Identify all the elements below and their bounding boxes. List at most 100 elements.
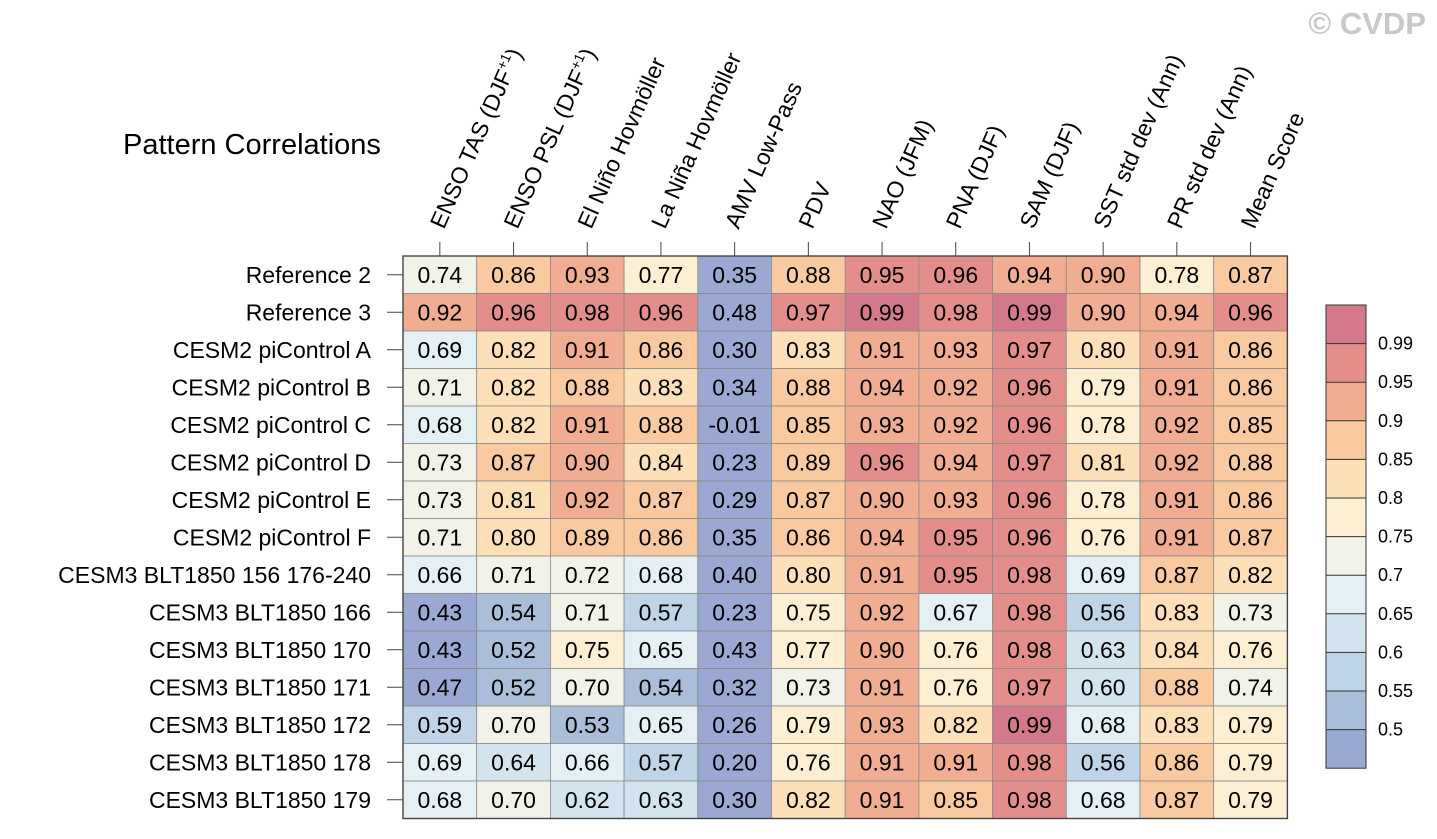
cell-value: 0.23 [712, 599, 757, 625]
cell-value: 0.98 [933, 299, 978, 325]
heatmap-cell [1065, 443, 1141, 482]
heatmap-cell [476, 668, 551, 707]
cell-value: 0.76 [933, 674, 978, 700]
cell-value: 0.97 [1007, 674, 1052, 700]
heatmap-cell [697, 518, 772, 557]
heatmap-cell [402, 630, 478, 669]
cell-value: 0.69 [417, 749, 462, 775]
cell-value: 0.82 [786, 787, 831, 813]
cell-value: 0.74 [417, 262, 462, 288]
cell-value: -0.01 [708, 412, 760, 438]
heatmap-cell [623, 555, 699, 594]
cell-value: 0.86 [1228, 487, 1273, 513]
colorbar-label: 0.95 [1378, 372, 1413, 392]
cell-value: 0.73 [417, 449, 462, 475]
row-label: CESM3 BLT1850 156 176-240 [58, 562, 371, 588]
heatmap-cell [402, 743, 478, 782]
heatmap-cell [623, 293, 699, 332]
cell-value: 0.71 [417, 524, 462, 550]
cell-value: 0.77 [639, 262, 684, 288]
cell-value: 0.57 [639, 599, 684, 625]
heatmap-cell [1213, 330, 1288, 369]
heatmap-cell [697, 330, 772, 369]
cell-value: 0.92 [1154, 449, 1199, 475]
row-label: Reference 2 [246, 262, 371, 288]
heatmap-cell [1065, 480, 1141, 519]
cell-value: 0.96 [639, 299, 684, 325]
cell-value: 0.52 [491, 674, 536, 700]
row-label: CESM2 piControl B [172, 374, 371, 400]
colorbar-segment [1326, 382, 1366, 421]
heatmap-cell [992, 443, 1067, 482]
cell-value: 0.29 [712, 487, 757, 513]
cell-value: 0.91 [1154, 524, 1199, 550]
cell-value: 0.92 [860, 599, 905, 625]
heatmap-cell [623, 443, 699, 482]
heatmap-cell [623, 743, 699, 782]
cell-value: 0.90 [860, 487, 905, 513]
cell-value: 0.93 [933, 337, 978, 363]
cell-value: 0.86 [1154, 749, 1199, 775]
heatmap-cell [476, 555, 551, 594]
colorbar-label: 0.65 [1378, 604, 1413, 624]
heatmap-cell [771, 293, 846, 332]
row-label: CESM2 piControl D [170, 449, 371, 475]
heatmap-cell [550, 405, 625, 444]
colorbar-label: 0.55 [1378, 681, 1413, 701]
cell-value: 0.78 [1081, 487, 1126, 513]
row-label: Reference 3 [246, 299, 371, 325]
heatmap-values: 0.74 0.86 0.93 0.77 0.35 0.88 0.95 0.96 0.94 0.90… [417, 262, 1273, 813]
cell-value: 0.92 [417, 299, 462, 325]
cell-value: 0.88 [565, 374, 610, 400]
cell-value: 0.43 [417, 637, 462, 663]
cell-value: 0.96 [1007, 524, 1052, 550]
cell-value: 0.93 [933, 487, 978, 513]
colorbar-label: 0.8 [1378, 488, 1403, 508]
cell-value: 0.97 [1007, 337, 1052, 363]
cell-value: 0.73 [1228, 599, 1273, 625]
heatmap-cell [992, 630, 1067, 669]
cell-value: 0.94 [860, 374, 905, 400]
cell-value: 0.52 [491, 637, 536, 663]
cell-value: 0.85 [786, 412, 831, 438]
cell-value: 0.70 [491, 712, 536, 738]
heatmap-cell [771, 405, 846, 444]
heatmap-cell [1065, 593, 1141, 632]
column-label: PDV [793, 178, 836, 232]
row-label: CESM3 BLT1850 178 [149, 749, 371, 775]
cell-value: 0.86 [491, 262, 536, 288]
cell-value: 0.91 [860, 674, 905, 700]
cell-value: 0.94 [1007, 262, 1052, 288]
heatmap-cell [550, 330, 625, 369]
heatmap-cell [1213, 555, 1288, 594]
heatmap-cell [1065, 743, 1141, 782]
heatmap-cell [1213, 630, 1288, 669]
heatmap-cell [550, 668, 625, 707]
colorbar-segment [1326, 652, 1366, 691]
cell-value: 0.76 [1081, 524, 1126, 550]
heatmap-cell [992, 368, 1067, 407]
cell-value: 0.34 [712, 374, 757, 400]
cell-value: 0.54 [639, 674, 684, 700]
cell-value: 0.65 [639, 712, 684, 738]
heatmap-cell [1213, 368, 1288, 407]
heatmap-cell [623, 480, 699, 519]
colorbar-segment [1326, 691, 1366, 730]
heatmap-cell [697, 480, 772, 519]
heatmap-cell [918, 630, 994, 669]
cell-value: 0.47 [417, 674, 462, 700]
colorbar-label: 0.85 [1378, 449, 1413, 469]
heatmap-cell [402, 518, 478, 557]
cell-value: 0.86 [1228, 337, 1273, 363]
cell-value: 0.87 [786, 487, 831, 513]
chart-title: Pattern Correlations [123, 129, 381, 161]
colorbar: 0.5 0.55 0.6 0.65 0.7 0.75 0.8 0.85 0.9 0.95 0.99 [1325, 304, 1413, 769]
cell-value: 0.48 [712, 299, 757, 325]
heatmap-cell [844, 593, 920, 632]
cell-value: 0.79 [1228, 787, 1273, 813]
heatmap-cell [1139, 480, 1215, 519]
heatmap-cell [1065, 293, 1141, 332]
heatmap-cell [771, 630, 846, 669]
column-labels: ENSO TAS (DJF+1)ENSO PSL (DJF+1)El Niño … [424, 44, 1310, 256]
cell-value: 0.96 [491, 299, 536, 325]
